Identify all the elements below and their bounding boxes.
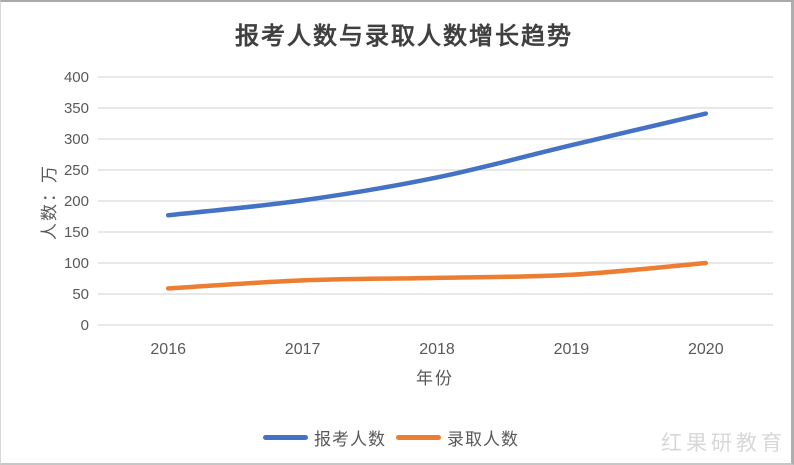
watermark: 红果研教育 [661, 431, 786, 455]
x-tick-label: 2018 [419, 341, 455, 358]
y-tick-label: 150 [64, 224, 89, 241]
x-tick-label: 2020 [688, 341, 724, 358]
y-tick-label: 250 [64, 162, 89, 179]
y-tick-label: 300 [64, 131, 89, 148]
series-line-applicants [165, 111, 709, 218]
legend-label-admitted: 录取人数 [447, 430, 519, 449]
y-tick-label: 50 [72, 286, 89, 303]
legend-line-admitted-icon [396, 435, 441, 440]
y-tick-label: 200 [64, 193, 89, 210]
x-tick-label: 2016 [150, 341, 186, 358]
chart-title: 报考人数与录取人数增长趋势 [235, 24, 573, 50]
x-axis-title: 年份 [416, 369, 454, 388]
y-tick-label: 100 [64, 255, 89, 272]
series-line-admitted [165, 260, 709, 291]
y-tick-label: 400 [64, 69, 89, 86]
legend: 报考人数 录取人数 [1, 425, 791, 450]
y-tick-label: 350 [64, 100, 89, 117]
x-tick-label: 2017 [285, 341, 321, 358]
legend-line-applicants-icon [263, 435, 308, 440]
x-tick-label: 2019 [554, 341, 590, 358]
y-tick-label: 0 [81, 317, 89, 334]
legend-label-applicants: 报考人数 [314, 430, 386, 449]
